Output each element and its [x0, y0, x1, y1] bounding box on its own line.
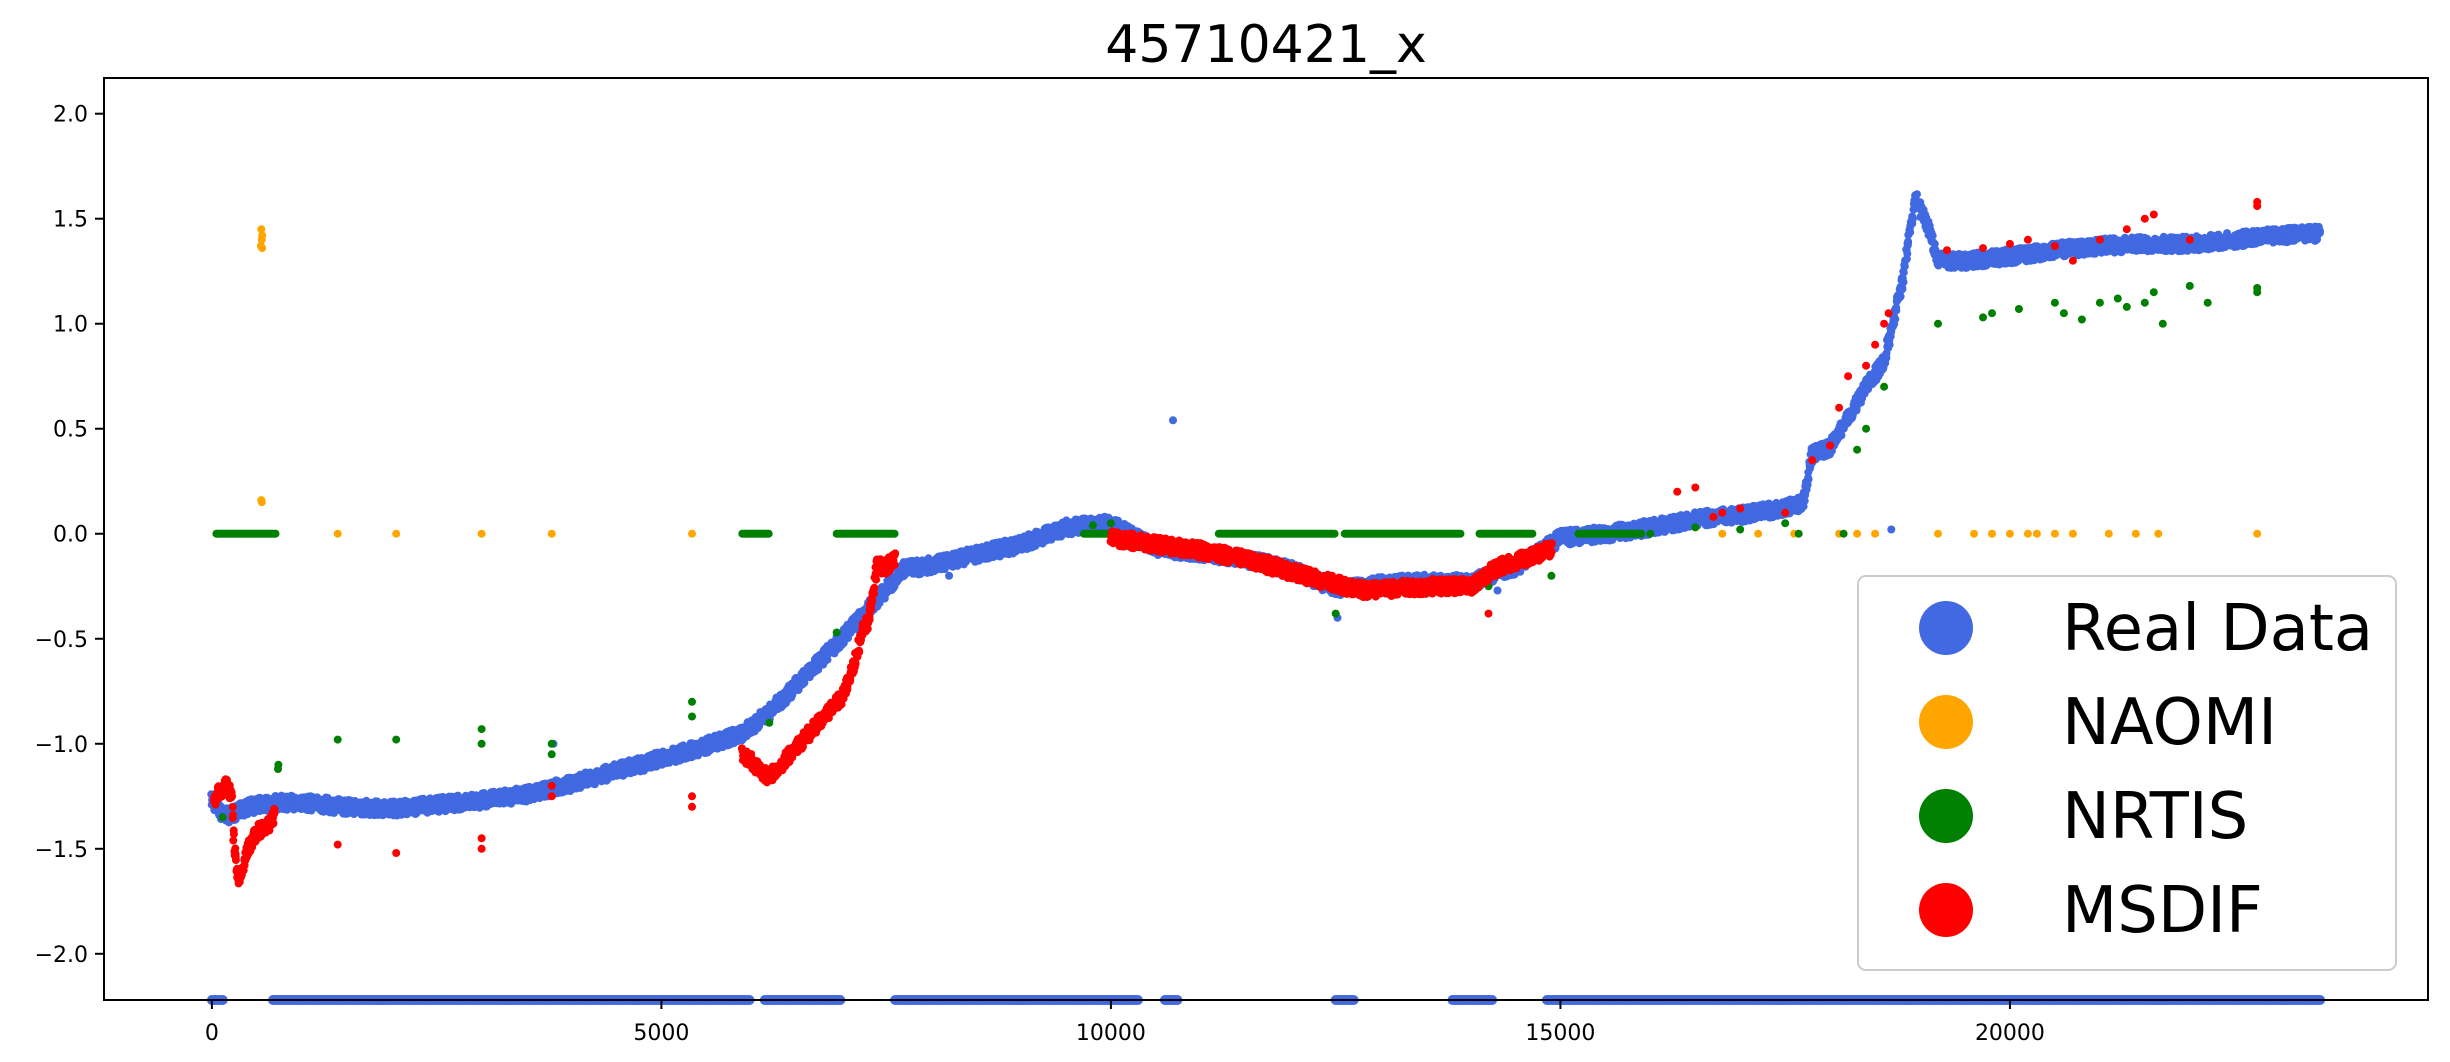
data-point-real-data	[1804, 473, 1813, 482]
data-point-real-data	[1904, 239, 1912, 248]
data-point-real-data	[1903, 249, 1912, 258]
data-point-real-data	[1900, 262, 1909, 271]
series-real-data	[206, 190, 2326, 1005]
data-point-real-data	[1913, 190, 1921, 199]
data-point-real-data	[1908, 215, 1917, 223]
chart-title: 45710421_x	[1105, 15, 1426, 75]
data-point-real-data	[1925, 221, 1934, 230]
plot-marks	[206, 190, 2326, 1005]
data-point-real-data	[1890, 314, 1899, 323]
